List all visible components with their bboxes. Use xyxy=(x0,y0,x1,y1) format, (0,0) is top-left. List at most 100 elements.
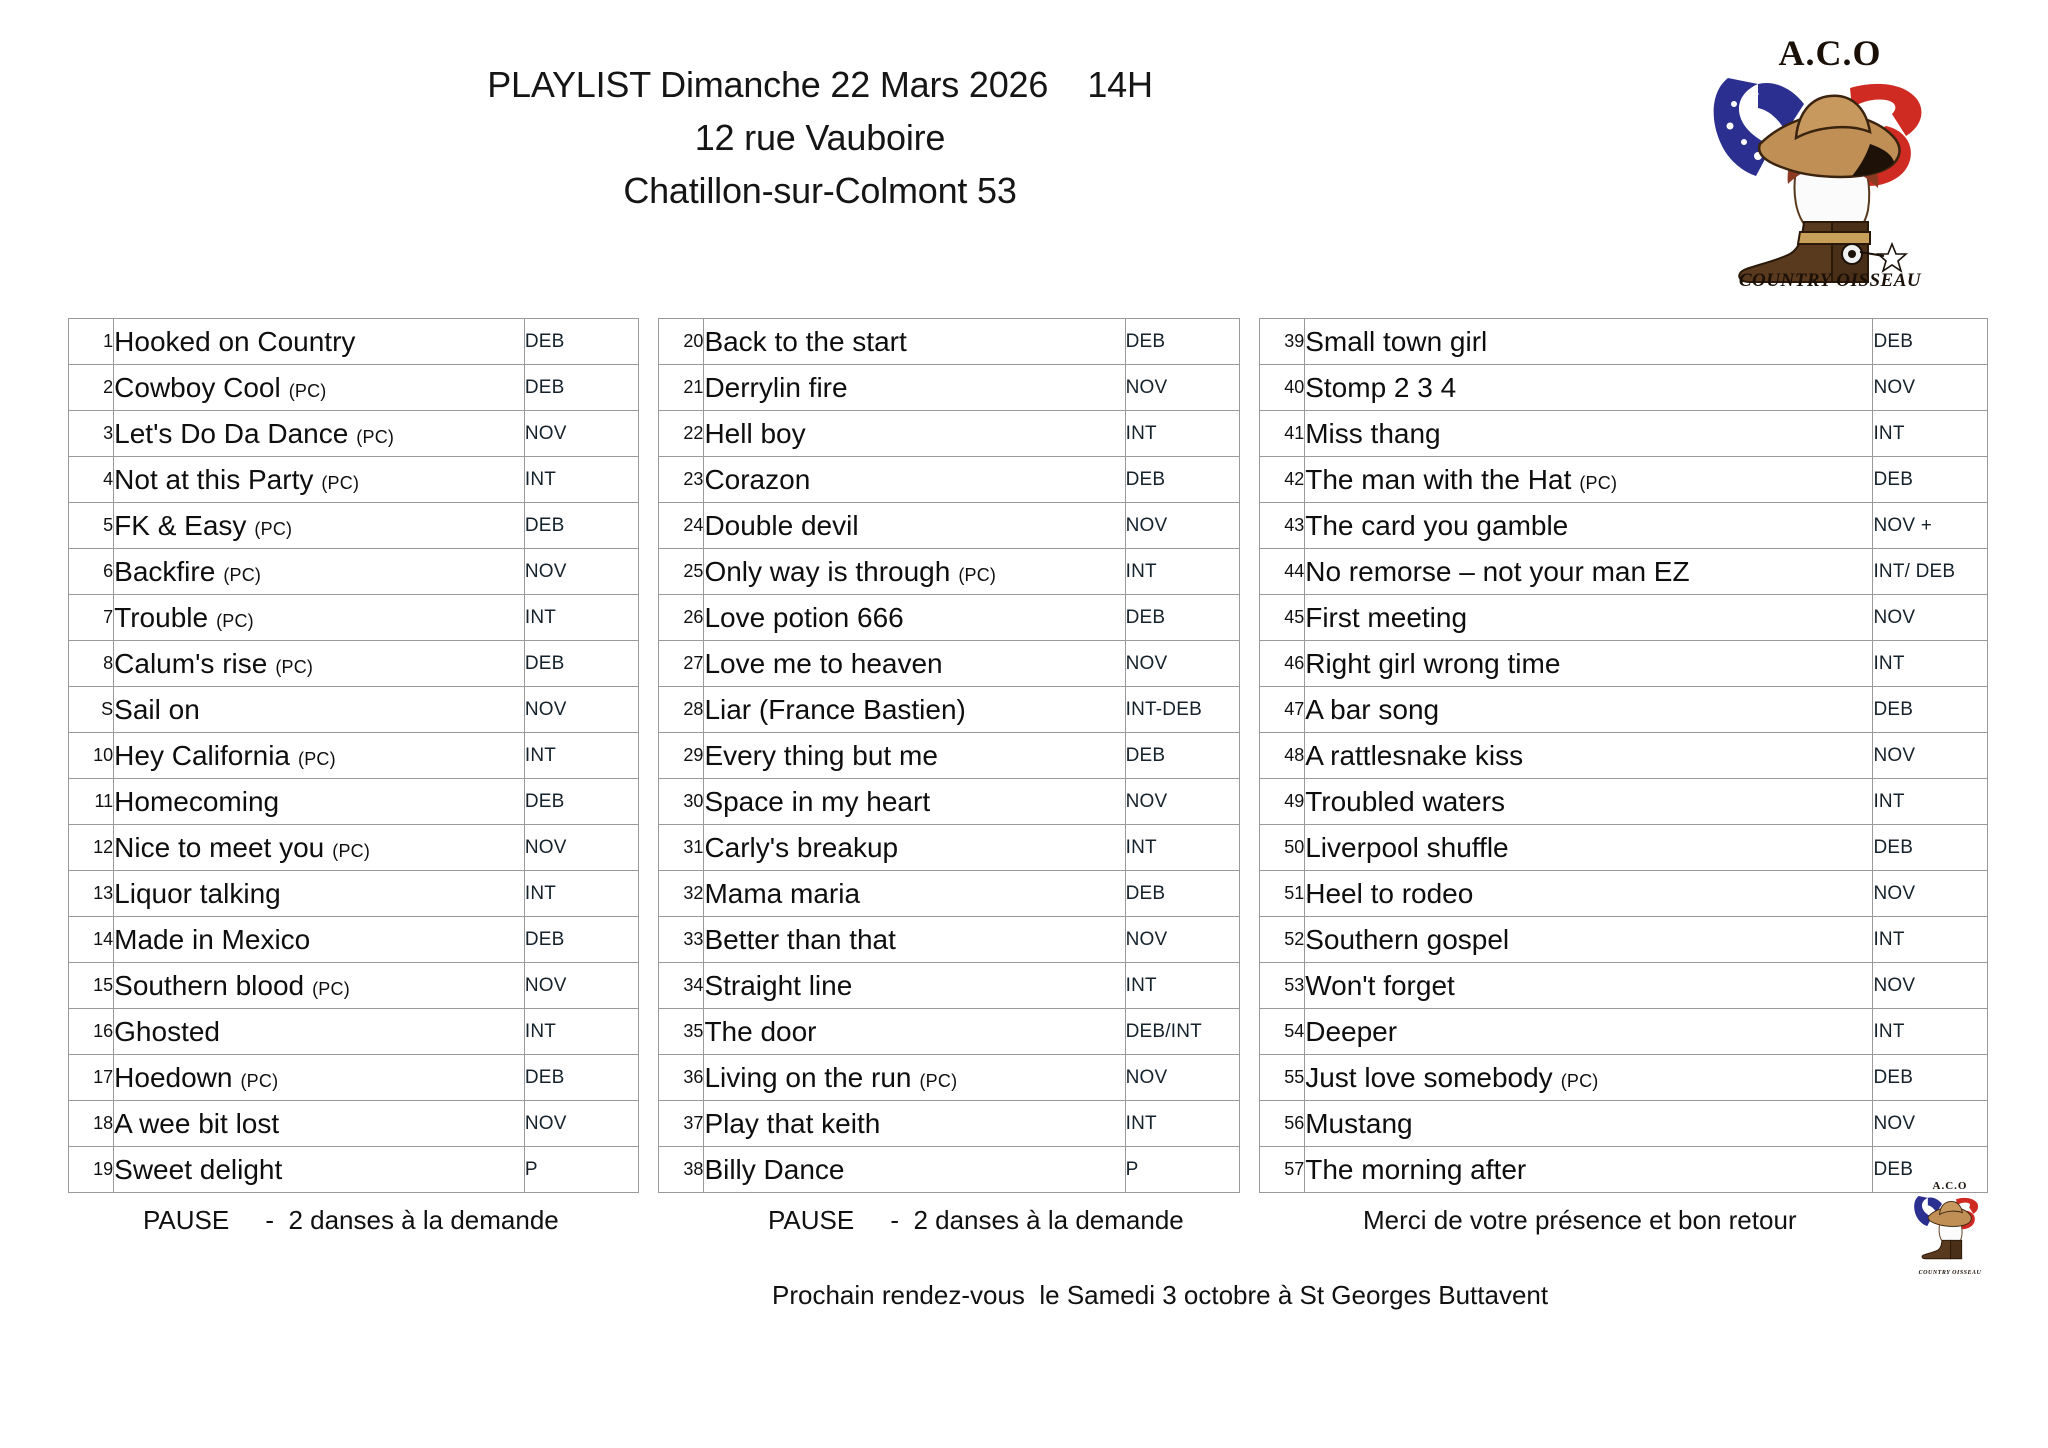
level-badge: INT xyxy=(1124,548,1241,595)
song-title-cell[interactable]: Trouble (PC) xyxy=(113,594,525,641)
song-title-cell[interactable]: Sweet delight xyxy=(113,1146,525,1193)
song-title-cell[interactable]: Troubled waters xyxy=(1304,778,1874,825)
row-number: 33 xyxy=(658,916,705,963)
level-badge: DEB xyxy=(1872,1146,1988,1193)
song-title-cell[interactable]: Back to the start xyxy=(703,318,1126,365)
column-gap xyxy=(638,962,659,1009)
song-title-cell[interactable]: Heel to rodeo xyxy=(1304,870,1874,917)
song-title-cell[interactable]: Just love somebody (PC) xyxy=(1304,1054,1874,1101)
song-title-cell[interactable]: Nice to meet you (PC) xyxy=(113,824,525,871)
song-title-cell[interactable]: Only way is through (PC) xyxy=(703,548,1126,595)
song-title-cell[interactable]: Mustang xyxy=(1304,1100,1874,1147)
playlist-table: 1 Hooked on Country DEB 20 Back to the start… xyxy=(67,318,1988,1193)
song-title-cell[interactable]: Double devil xyxy=(703,502,1126,549)
song-title-cell[interactable]: Living on the run (PC) xyxy=(703,1054,1126,1101)
row-number: 18 xyxy=(67,1100,115,1147)
table-row: 5 FK & Easy (PC) DEB 24 Double devil NOV 43 The … xyxy=(67,502,1988,549)
song-title-cell[interactable]: Liar (France Bastien) xyxy=(703,686,1126,733)
level-badge: INT xyxy=(1124,1100,1241,1147)
song-title-cell[interactable]: The morning after xyxy=(1304,1146,1874,1193)
song-title-cell[interactable]: Liquor talking xyxy=(113,870,525,917)
song-title-cell[interactable]: A bar song xyxy=(1304,686,1874,733)
partner-choreo-tag: (PC) xyxy=(240,1070,279,1091)
song-title-cell[interactable]: Let's Do Da Dance (PC) xyxy=(113,410,525,457)
song-title-cell[interactable]: Sail on xyxy=(113,686,525,733)
song-title-cell[interactable]: Cowboy Cool (PC) xyxy=(113,364,525,411)
footer-pause-1: PAUSE - 2 danses à la demande xyxy=(143,1205,559,1235)
logo-small-subtitle-text: COUNTRY OISSEAU xyxy=(1918,1270,1982,1276)
song-title-cell[interactable]: Ghosted xyxy=(113,1008,525,1055)
row-number: 35 xyxy=(658,1008,705,1055)
header-line-date: PLAYLIST Dimanche 22 Mars 2026 14H xyxy=(487,64,1153,105)
song-title-cell[interactable]: Play that keith xyxy=(703,1100,1126,1147)
song-title-cell[interactable]: Hooked on Country xyxy=(113,318,525,365)
song-title-cell[interactable]: Love me to heaven xyxy=(703,640,1126,687)
table-row: 13 Liquor talking INT 32 Mama maria DEB 51 Heel… xyxy=(67,870,1988,917)
song-title-cell[interactable]: Straight line xyxy=(703,962,1126,1009)
table-row: 2 Cowboy Cool (PC) DEB 21 Derrylin fire NOV 40 S… xyxy=(67,364,1988,411)
level-badge: NOV xyxy=(1124,364,1241,411)
song-title-cell[interactable]: FK & Easy (PC) xyxy=(113,502,525,549)
song-title-cell[interactable]: Liverpool shuffle xyxy=(1304,824,1874,871)
song-title-cell[interactable]: Southern blood (PC) xyxy=(113,962,525,1009)
song-title-cell[interactable]: Derrylin fire xyxy=(703,364,1126,411)
song-title: Hey California xyxy=(114,739,291,771)
song-title-cell[interactable]: Billy Dance xyxy=(703,1146,1126,1193)
aco-logo: A.C.O xyxy=(1700,26,1960,296)
song-title-cell[interactable]: Made in Mexico xyxy=(113,916,525,963)
song-title-cell[interactable]: Mama maria xyxy=(703,870,1126,917)
song-title-cell[interactable]: Won't forget xyxy=(1304,962,1874,1009)
song-title-cell[interactable]: Miss thang xyxy=(1304,410,1874,457)
song-title-cell[interactable]: Hey California (PC) xyxy=(113,732,525,779)
level-badge: NOV xyxy=(523,410,640,457)
song-title-cell[interactable]: Not at this Party (PC) xyxy=(113,456,525,503)
song-title-cell[interactable]: Love potion 666 xyxy=(703,594,1126,641)
song-title-cell[interactable]: Deeper xyxy=(1304,1008,1874,1055)
song-title-cell[interactable]: The card you gamble xyxy=(1304,502,1874,549)
column-gap xyxy=(638,548,659,595)
column-gap xyxy=(638,732,659,779)
song-title-cell[interactable]: Corazon xyxy=(703,456,1126,503)
song-title-cell[interactable]: First meeting xyxy=(1304,594,1874,641)
song-title-cell[interactable]: The man with the Hat (PC) xyxy=(1304,456,1874,503)
row-number: 47 xyxy=(1259,686,1306,733)
song-title-cell[interactable]: The door xyxy=(703,1008,1126,1055)
partner-choreo-tag: (PC) xyxy=(1560,1070,1599,1091)
column-gap xyxy=(638,778,659,825)
row-number: 42 xyxy=(1259,456,1306,503)
song-title: Mama maria xyxy=(704,877,861,909)
song-title: The man with the Hat xyxy=(1305,463,1572,495)
song-title: Let's Do Da Dance xyxy=(114,417,349,449)
song-title-cell[interactable]: Homecoming xyxy=(113,778,525,825)
song-title-cell[interactable]: Calum's rise (PC) xyxy=(113,640,525,687)
song-title-cell[interactable]: Southern gospel xyxy=(1304,916,1874,963)
song-title-cell[interactable]: Hoedown (PC) xyxy=(113,1054,525,1101)
song-title-cell[interactable]: Backfire (PC) xyxy=(113,548,525,595)
column-gap xyxy=(1239,640,1260,687)
level-badge: NOV xyxy=(1124,916,1241,963)
song-title-cell[interactable]: Stomp 2 3 4 xyxy=(1304,364,1874,411)
level-badge: DEB xyxy=(523,916,640,963)
song-title-cell[interactable]: Every thing but me xyxy=(703,732,1126,779)
column-gap xyxy=(638,410,659,457)
song-title-cell[interactable]: A wee bit lost xyxy=(113,1100,525,1147)
song-title-cell[interactable]: Right girl wrong time xyxy=(1304,640,1874,687)
row-number: 13 xyxy=(67,870,115,917)
row-number: 46 xyxy=(1259,640,1306,687)
song-title: Back to the start xyxy=(704,325,907,357)
column-gap xyxy=(638,686,659,733)
song-title-cell[interactable]: No remorse – not your man EZ xyxy=(1304,548,1874,595)
level-badge: INT xyxy=(523,870,640,917)
song-title: Hoedown xyxy=(114,1061,233,1093)
song-title-cell[interactable]: Carly's breakup xyxy=(703,824,1126,871)
song-title-cell[interactable]: Better than that xyxy=(703,916,1126,963)
row-number: 4 xyxy=(67,456,115,503)
song-title-cell[interactable]: Hell boy xyxy=(703,410,1126,457)
footer-pause-2: PAUSE - 2 danses à la demande xyxy=(768,1205,1184,1235)
song-title-cell[interactable]: Small town girl xyxy=(1304,318,1874,365)
row-number: 22 xyxy=(658,410,705,457)
song-title-cell[interactable]: A rattlesnake kiss xyxy=(1304,732,1874,779)
song-title-cell[interactable]: Space in my heart xyxy=(703,778,1126,825)
level-badge: NOV xyxy=(1124,640,1241,687)
song-title: The door xyxy=(704,1015,817,1047)
